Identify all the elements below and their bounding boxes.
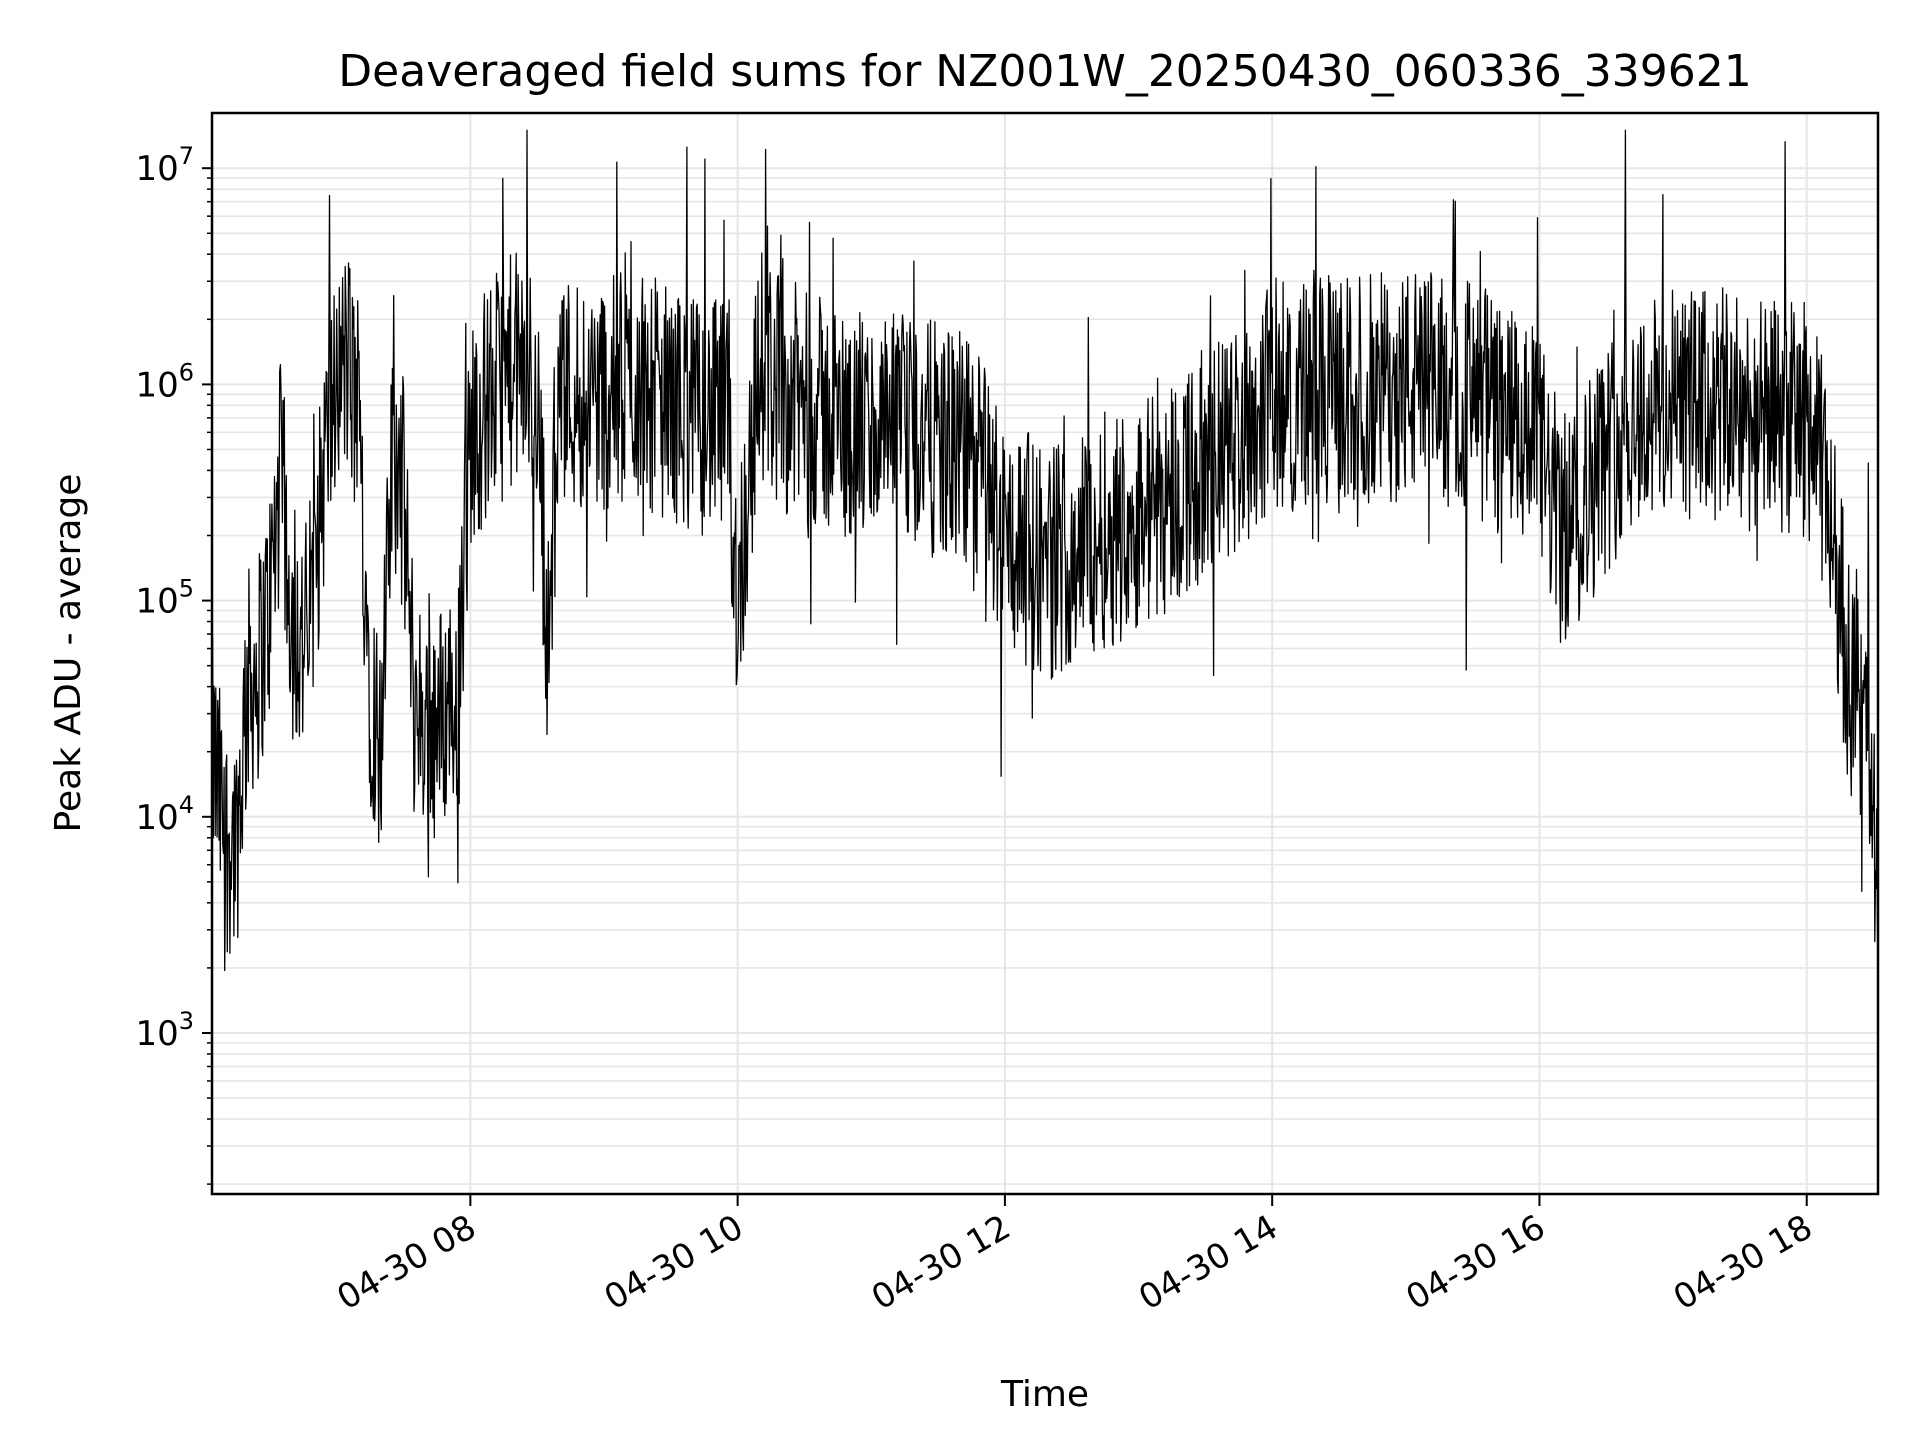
plot-frame (210, 111, 1880, 1196)
y-tick-label: 107 (135, 142, 194, 189)
y-tick-label: 104 (135, 791, 194, 838)
y-tick-label: 103 (135, 1007, 194, 1054)
y-tick-label: 105 (135, 575, 194, 622)
x-axis-title: Time (1000, 1374, 1089, 1415)
data-series-line (211, 129, 1879, 972)
chart-title: Deaveraged field sums for NZ001W_2025043… (338, 46, 1751, 97)
data-layer (211, 129, 1879, 972)
y-axis-title: Peak ADU - average (48, 474, 89, 833)
y-tick-label: 106 (135, 358, 194, 405)
